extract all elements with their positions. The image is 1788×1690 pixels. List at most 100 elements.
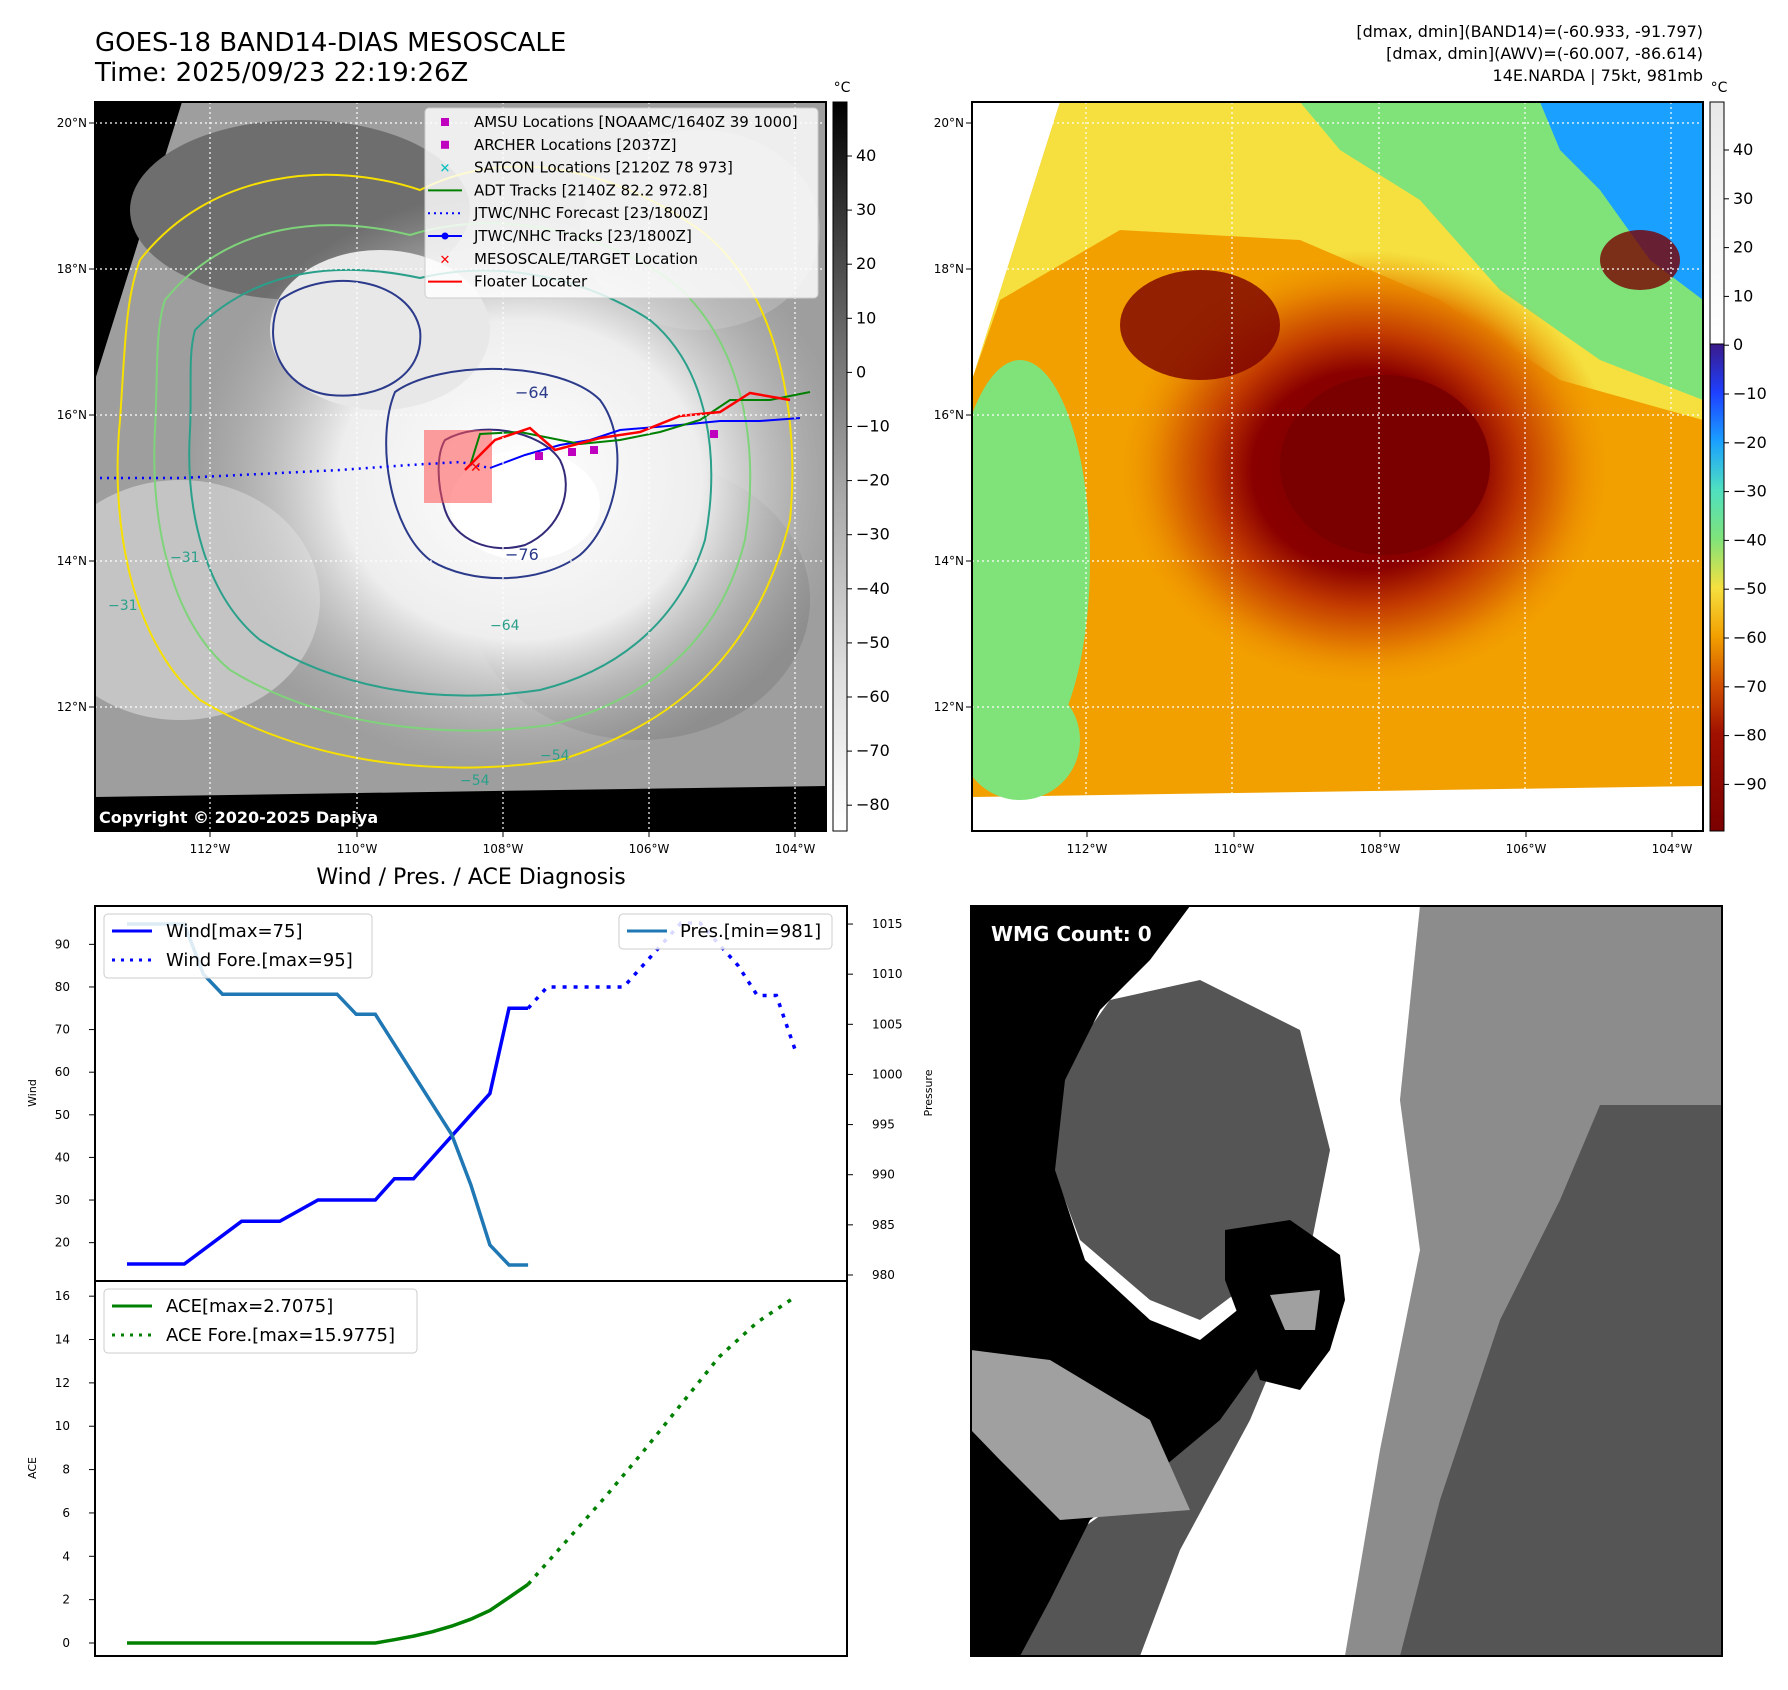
legend-entry: Floater Locater <box>474 273 588 291</box>
wind-series-line <box>127 1006 529 1266</box>
lat-tick-label: 14°N <box>934 554 964 568</box>
lat-tick-label: 20°N <box>934 116 964 130</box>
ace-forecast-series-line <box>526 1295 797 1586</box>
colorbar-tick-label: 30 <box>1733 189 1753 208</box>
contour-label: −31 <box>108 598 138 614</box>
colorbar-tick-label: −90 <box>1733 774 1767 793</box>
colorbar-left: °C 40 30 20 10 0 −10 −20 −30 −40 −50 −60 −70 −80 <box>832 80 890 832</box>
legend-entry: JTWC/NHC Forecast [23/1800Z] <box>473 204 708 222</box>
ace-chart-frame <box>94 1280 848 1657</box>
pressure-axis-label: Pressure <box>922 1069 935 1116</box>
lon-tick-label: 108°W <box>483 842 524 856</box>
colorbar-tick-label: 0 <box>1733 335 1743 354</box>
wind-tick-label: 20 <box>55 1236 70 1250</box>
colorbar-tick-label: 30 <box>856 200 876 219</box>
lat-tick-label: 16°N <box>934 408 964 422</box>
contour-label: −64 <box>490 618 520 634</box>
legend-entry: SATCON Locations [2120Z 78 973] <box>474 159 733 177</box>
ace-tick-label: 0 <box>62 1636 70 1650</box>
pressure-tick-label: 985 <box>872 1218 895 1232</box>
map-legend: AMSU Locations [NOAAMC/1640Z 39 1000] ARC… <box>424 107 819 299</box>
colorbar-tick-label: −40 <box>856 579 890 598</box>
pressure-tick-label: 995 <box>872 1118 895 1132</box>
colorbar-right-unit: °C <box>1711 80 1728 96</box>
info-line2: [dmax, dmin](AWV)=(-60.007, -86.614) <box>1386 44 1703 63</box>
pressure-tick-label: 980 <box>872 1268 895 1282</box>
lon-tick-label: 110°W <box>1214 842 1255 856</box>
colorbar-tick-label: −70 <box>856 741 890 760</box>
ace-series-line <box>127 1582 530 1645</box>
legend-entry: JTWC/NHC Tracks [23/1800Z] <box>473 227 692 245</box>
wind-tick-label: 30 <box>55 1193 70 1207</box>
copyright-text: Copyright © 2020-2025 Dapiya <box>99 808 378 827</box>
ace-tick-label: 16 <box>55 1289 70 1303</box>
colorbar-tick-label: −60 <box>1733 628 1767 647</box>
colorbar-tick-label: 20 <box>1733 238 1753 257</box>
legend-wind-forecast: Wind Fore.[max=95] <box>166 950 353 971</box>
figure-title-line2: Time: 2025/09/23 22:19:26Z <box>94 58 468 88</box>
legend-pressure: Pres.[min=981] <box>680 921 821 942</box>
colorbar-tick-label: −20 <box>1733 433 1767 452</box>
colorbar-tick-label: 0 <box>856 362 866 381</box>
colorbar-tick-label: −60 <box>856 687 890 706</box>
legend-entry: ARCHER Locations [2037Z] <box>474 136 677 154</box>
wind-axis-label: Wind <box>26 1079 39 1107</box>
wind-tick-label: 80 <box>55 980 70 994</box>
chart-title: Wind / Pres. / ACE Diagnosis <box>316 865 625 890</box>
lat-tick-label: 12°N <box>57 700 87 714</box>
colorbar-tick-label: −70 <box>1733 677 1767 696</box>
wind-tick-label: 90 <box>55 937 70 951</box>
colorbar-tick-label: −40 <box>1733 530 1767 549</box>
legend-entry: AMSU Locations [NOAAMC/1640Z 39 1000] <box>474 113 798 131</box>
ace-tick-label: 14 <box>55 1333 70 1347</box>
colorbar-tick-label: −10 <box>856 417 890 436</box>
lat-tick-label: 18°N <box>57 262 87 276</box>
colorbar-tick-label: 10 <box>856 308 876 327</box>
colorbar-tick-label: −10 <box>1733 384 1767 403</box>
colorbar-tick-label: −80 <box>1733 726 1767 745</box>
ace-tick-label: 2 <box>62 1593 70 1607</box>
colorbar-tick-label: −20 <box>856 471 890 490</box>
colorbar-tick-label: −80 <box>856 795 890 814</box>
contour-label: −76 <box>505 545 539 564</box>
info-line1: [dmax, dmin](BAND14)=(-60.933, -91.797) <box>1356 22 1703 41</box>
pressure-legend: Pres.[min=981] <box>618 913 833 950</box>
pressure-tick-label: 1000 <box>872 1067 903 1081</box>
info-line3: 14E.NARDA | 75kt, 981mb <box>1493 66 1703 85</box>
ace-tick-label: 8 <box>62 1463 70 1477</box>
ace-tick-label: 12 <box>55 1376 70 1390</box>
ace-tick-label: 4 <box>62 1549 70 1563</box>
contour-label: −64 <box>515 383 549 402</box>
colorbar-tick-label: −50 <box>1733 579 1767 598</box>
colorbar-tick-label: 20 <box>856 254 876 273</box>
colorbar-right: °C 40 30 20 10 0 −10 −20 −30 −40 −50 −60 −70 −80 −90 <box>1709 80 1767 832</box>
lon-tick-label: 106°W <box>629 842 670 856</box>
lat-tick-label: 12°N <box>934 700 964 714</box>
lat-tick-label: 18°N <box>934 262 964 276</box>
ace-legend: ACE[max=2.7075] ACE Fore.[max=15.9775] <box>103 1288 418 1354</box>
lat-tick-label: 20°N <box>57 116 87 130</box>
lon-tick-label: 104°W <box>1652 842 1693 856</box>
ace-axis-label: ACE <box>26 1457 39 1479</box>
lon-tick-label: 108°W <box>1360 842 1401 856</box>
colorbar-tick-label: −30 <box>856 525 890 544</box>
legend-marker: ✕ <box>440 162 451 177</box>
pressure-tick-label: 1015 <box>872 917 903 931</box>
wind-tick-label: 70 <box>55 1023 70 1037</box>
colorbar-tick-label: 40 <box>856 146 876 165</box>
svg-text:✕: ✕ <box>470 460 482 476</box>
colorbar-tick-label: −50 <box>856 633 890 652</box>
wmg-panel: WMG Count: 0 <box>970 905 1723 1657</box>
colorbar-tick-label: 10 <box>1733 286 1753 305</box>
pressure-tick-label: 1005 <box>872 1017 903 1031</box>
colorbar-tick-label: −30 <box>1733 482 1767 501</box>
lon-tick-label: 106°W <box>1506 842 1547 856</box>
wind-legend: Wind[max=75] Wind Fore.[max=95] <box>103 913 373 979</box>
lon-tick-label: 110°W <box>337 842 378 856</box>
wmg-count-label: WMG Count: 0 <box>991 922 1152 946</box>
pressure-tick-label: 1010 <box>872 967 903 981</box>
colorbar-left-unit: °C <box>834 80 851 96</box>
lon-tick-label: 112°W <box>1067 842 1108 856</box>
wind-tick-label: 40 <box>55 1150 70 1164</box>
